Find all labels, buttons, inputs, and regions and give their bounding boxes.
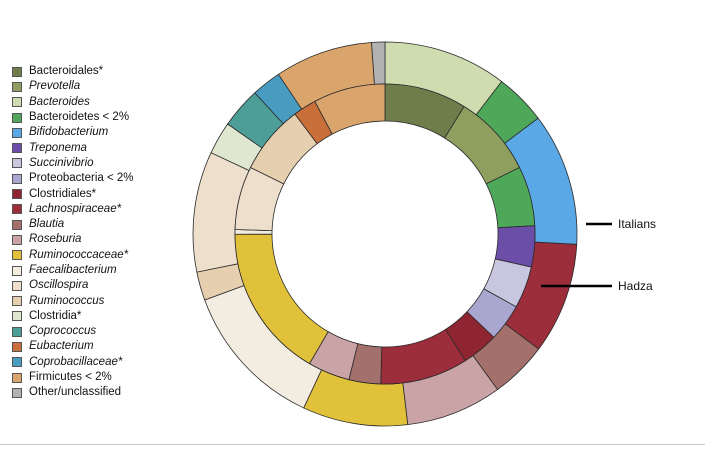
legend-label-blautia: Blautia bbox=[29, 218, 65, 231]
legend-swatch-treponema bbox=[12, 143, 22, 154]
legend-swatch-lachnospiraceae bbox=[12, 204, 22, 215]
legend-item-eubacterium: Eubacterium bbox=[12, 339, 202, 354]
legend-item-bacteroidales: Bacteroidales* bbox=[12, 64, 202, 79]
legend-swatch-oscillospira bbox=[12, 280, 22, 291]
legend-item-proteobacteria_lt2: Proteobacteria < 2% bbox=[12, 171, 202, 186]
legend-label-bacteroidales: Bacteroidales* bbox=[29, 65, 104, 78]
legend-swatch-ruminococcaceae bbox=[12, 250, 22, 261]
legend-item-coprobacillaceae: Coprobacillaceae* bbox=[12, 355, 202, 370]
bottom-divider bbox=[0, 444, 705, 445]
legend-swatch-faecalibacterium bbox=[12, 265, 22, 276]
legend-label-coprobacillaceae: Coprobacillaceae* bbox=[29, 355, 123, 368]
legend-label-succinivibrio: Succinivibrio bbox=[29, 156, 94, 169]
legend-label-eubacterium: Eubacterium bbox=[29, 340, 94, 353]
legend-label-roseburia: Roseburia bbox=[29, 233, 82, 246]
legend-label-ruminococcaceae: Ruminococcaceae* bbox=[29, 248, 129, 261]
legend-swatch-succinivibrio bbox=[12, 158, 22, 169]
legend-label-treponema: Treponema bbox=[29, 141, 87, 154]
legend-swatch-clostridia bbox=[12, 311, 22, 322]
legend-swatch-bacteroidales bbox=[12, 66, 22, 77]
legend-item-coprococcus: Coprococcus bbox=[12, 324, 202, 339]
legend-item-ruminococcus: Ruminococcus bbox=[12, 293, 202, 308]
legend-swatch-bacteroides bbox=[12, 97, 22, 108]
segment-hadza-firmicutes_lt2 bbox=[314, 83, 386, 135]
legend-item-oscillospira: Oscillospira bbox=[12, 278, 202, 293]
legend-label-clostridia: Clostridia* bbox=[29, 309, 82, 322]
legend-swatch-bacteroidetes_lt2 bbox=[12, 112, 22, 123]
legend-swatch-ruminococcus bbox=[12, 296, 22, 307]
ring-italians bbox=[192, 41, 578, 427]
legend-swatch-eubacterium bbox=[12, 341, 22, 352]
legend-swatch-clostridiales bbox=[12, 189, 22, 200]
legend-item-succinivibrio: Succinivibrio bbox=[12, 156, 202, 171]
legend-item-faecalibacterium: Faecalibacterium bbox=[12, 263, 202, 278]
legend-item-blautia: Blautia bbox=[12, 217, 202, 232]
legend-item-prevotella: Prevotella bbox=[12, 79, 202, 94]
legend-item-treponema: Treponema bbox=[12, 140, 202, 155]
legend-label-coprococcus: Coprococcus bbox=[29, 325, 97, 338]
chart-legend: Bacteroidales* Prevotella Bacteroides Bacte… bbox=[12, 64, 202, 401]
legend-label-bifidobacterium: Bifidobacterium bbox=[29, 126, 109, 139]
legend-label-proteobacteria_lt2: Proteobacteria < 2% bbox=[29, 172, 134, 185]
legend-item-bifidobacterium: Bifidobacterium bbox=[12, 125, 202, 140]
legend-label-oscillospira: Oscillospira bbox=[29, 279, 89, 292]
legend-swatch-coprobacillaceae bbox=[12, 357, 22, 368]
legend-swatch-proteobacteria_lt2 bbox=[12, 173, 22, 184]
legend-item-clostridia: Clostridia* bbox=[12, 309, 202, 324]
legend-swatch-bifidobacterium bbox=[12, 127, 22, 138]
legend-label-clostridiales: Clostridiales* bbox=[29, 187, 97, 200]
legend-label-faecalibacterium: Faecalibacterium bbox=[29, 264, 117, 276]
legend-swatch-firmicutes_lt2 bbox=[12, 372, 22, 383]
legend-item-bacteroides: Bacteroides bbox=[12, 95, 202, 110]
legend-label-other: Other/unclassified bbox=[29, 386, 122, 399]
legend-swatch-blautia bbox=[12, 219, 22, 230]
legend-item-lachnospiraceae: Lachnospiraceae* bbox=[12, 202, 202, 217]
legend-label-firmicutes_lt2: Firmicutes < 2% bbox=[29, 371, 112, 384]
legend-label-lachnospiraceae: Lachnospiraceae* bbox=[29, 202, 122, 215]
ring-hadza bbox=[234, 83, 536, 385]
ring-label-hadza: Hadza bbox=[618, 279, 653, 293]
legend-swatch-prevotella bbox=[12, 81, 22, 92]
legend-item-bacteroidetes_lt2: Bacteroidetes < 2% bbox=[12, 110, 202, 125]
legend-item-ruminococcaceae: Ruminococcaceae* bbox=[12, 248, 202, 263]
ring-label-italians: Italians bbox=[618, 217, 656, 231]
legend-swatch-roseburia bbox=[12, 234, 22, 245]
legend-item-other: Other/unclassified bbox=[12, 385, 202, 400]
legend-item-firmicutes_lt2: Firmicutes < 2% bbox=[12, 370, 202, 385]
legend-label-prevotella: Prevotella bbox=[29, 80, 81, 93]
legend-label-bacteroides: Bacteroides bbox=[29, 95, 90, 108]
legend-label-ruminococcus: Ruminococcus bbox=[29, 294, 105, 307]
legend-swatch-other bbox=[12, 387, 22, 398]
legend-swatch-coprococcus bbox=[12, 326, 22, 337]
legend-label-bacteroidetes_lt2: Bacteroidetes < 2% bbox=[29, 111, 130, 124]
legend-item-roseburia: Roseburia bbox=[12, 232, 202, 247]
legend-item-clostridiales: Clostridiales* bbox=[12, 186, 202, 201]
